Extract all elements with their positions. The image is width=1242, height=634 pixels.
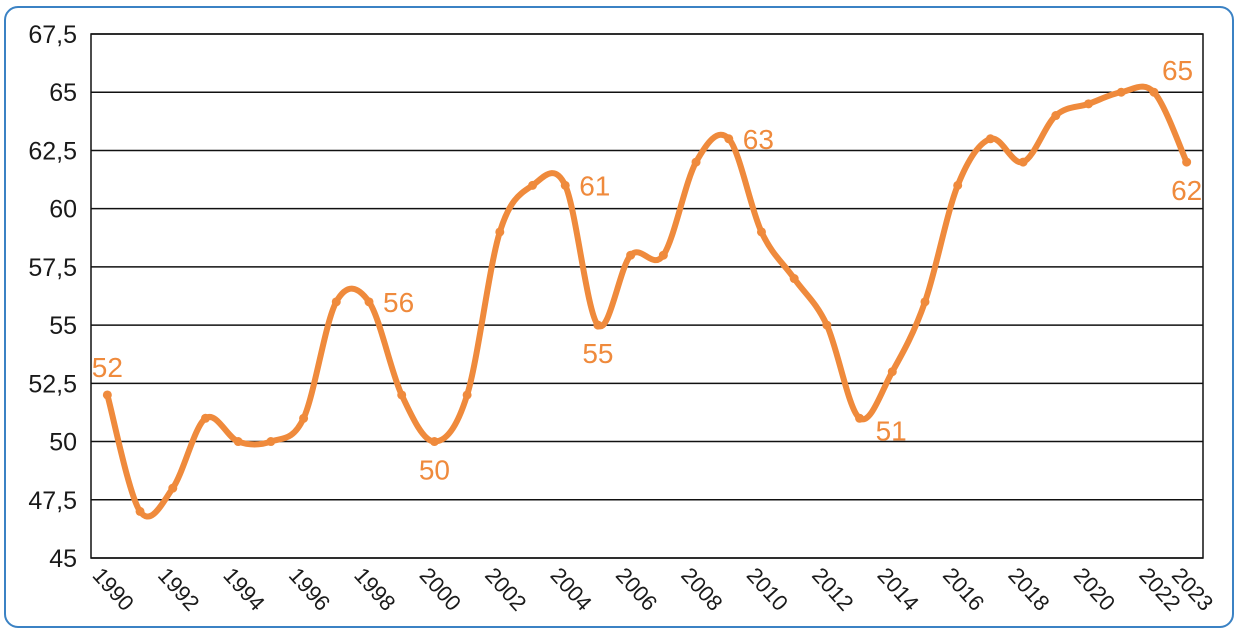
chart-frame bbox=[4, 6, 1234, 628]
x-tick-label: 1990 bbox=[88, 563, 139, 616]
x-tick-label: 2006 bbox=[611, 563, 662, 616]
data-label: 61 bbox=[579, 170, 610, 201]
y-tick-label: 47,5 bbox=[28, 487, 77, 515]
data-label: 65 bbox=[1162, 55, 1193, 86]
data-point bbox=[266, 437, 276, 447]
x-tick-label: 2004 bbox=[546, 563, 597, 616]
data-label: 63 bbox=[743, 124, 774, 155]
x-tick-label: 2018 bbox=[1003, 563, 1054, 616]
data-point bbox=[331, 297, 341, 307]
data-point bbox=[691, 157, 701, 167]
data-point bbox=[299, 413, 309, 423]
y-tick-label: 60 bbox=[49, 196, 77, 224]
data-point bbox=[789, 274, 799, 284]
data-point bbox=[1018, 157, 1028, 167]
data-point bbox=[920, 297, 930, 307]
x-axis: 1990 1992 1994 1996 1998 2000 2002 2004 2006 2008… bbox=[88, 563, 1219, 616]
x-tick-label: 2002 bbox=[480, 563, 531, 616]
data-point bbox=[528, 180, 538, 190]
y-tick-label: 57,5 bbox=[28, 254, 77, 282]
y-tick-label: 67,5 bbox=[28, 21, 77, 49]
data-point bbox=[593, 320, 603, 330]
y-axis: 45 47,5 50 52,5 55 57,5 60 62,5 65 67,5 bbox=[28, 21, 77, 573]
data-point bbox=[626, 250, 636, 260]
gridlines bbox=[90, 33, 1204, 559]
data-label: 55 bbox=[582, 338, 613, 369]
x-tick-label: 1998 bbox=[349, 563, 400, 616]
data-point bbox=[887, 367, 897, 377]
data-label: 51 bbox=[876, 415, 907, 446]
data-labels: 52 56 50 61 55 63 51 65 62 bbox=[92, 55, 1202, 485]
x-tick-label: 2000 bbox=[415, 563, 466, 616]
data-point bbox=[233, 437, 243, 447]
series-layer bbox=[102, 83, 1192, 520]
data-point bbox=[855, 413, 865, 423]
data-label: 52 bbox=[92, 352, 123, 383]
y-tick-label: 65 bbox=[49, 79, 77, 107]
data-point bbox=[135, 506, 145, 516]
x-tick-label: 2012 bbox=[807, 563, 858, 616]
data-point bbox=[397, 390, 407, 400]
data-point bbox=[1149, 87, 1159, 97]
data-point bbox=[953, 180, 963, 190]
data-point bbox=[200, 413, 210, 423]
data-point bbox=[1116, 87, 1126, 97]
data-point bbox=[822, 320, 832, 330]
x-tick-label: 2016 bbox=[938, 563, 989, 616]
x-tick-label: 1994 bbox=[218, 563, 269, 616]
data-point bbox=[985, 134, 995, 144]
y-tick-label: 50 bbox=[49, 429, 77, 457]
data-point bbox=[102, 390, 112, 400]
data-point bbox=[658, 250, 668, 260]
x-tick-label: 2014 bbox=[873, 563, 924, 616]
data-label: 50 bbox=[419, 455, 450, 486]
y-tick-label: 55 bbox=[49, 312, 77, 340]
x-tick-label: 2020 bbox=[1069, 563, 1120, 616]
y-tick-label: 52,5 bbox=[28, 370, 77, 398]
x-tick-label: 1992 bbox=[153, 563, 204, 616]
y-tick-label: 45 bbox=[49, 545, 77, 573]
data-point bbox=[724, 134, 734, 144]
y-tick-label: 62,5 bbox=[28, 137, 77, 165]
data-point bbox=[1051, 111, 1061, 121]
x-tick-label: 2010 bbox=[742, 563, 793, 616]
data-point bbox=[1084, 99, 1094, 109]
data-point bbox=[364, 297, 374, 307]
data-point bbox=[495, 227, 505, 237]
data-label: 62 bbox=[1171, 175, 1202, 206]
data-point bbox=[168, 483, 178, 493]
x-tick-label: 1996 bbox=[284, 563, 335, 616]
data-point bbox=[1182, 157, 1192, 167]
x-tick-label: 2008 bbox=[676, 563, 727, 616]
data-point bbox=[756, 227, 766, 237]
data-point bbox=[429, 437, 439, 447]
data-point bbox=[560, 180, 570, 190]
data-label: 56 bbox=[383, 287, 414, 318]
data-point bbox=[462, 390, 472, 400]
plot-border bbox=[90, 33, 1204, 559]
